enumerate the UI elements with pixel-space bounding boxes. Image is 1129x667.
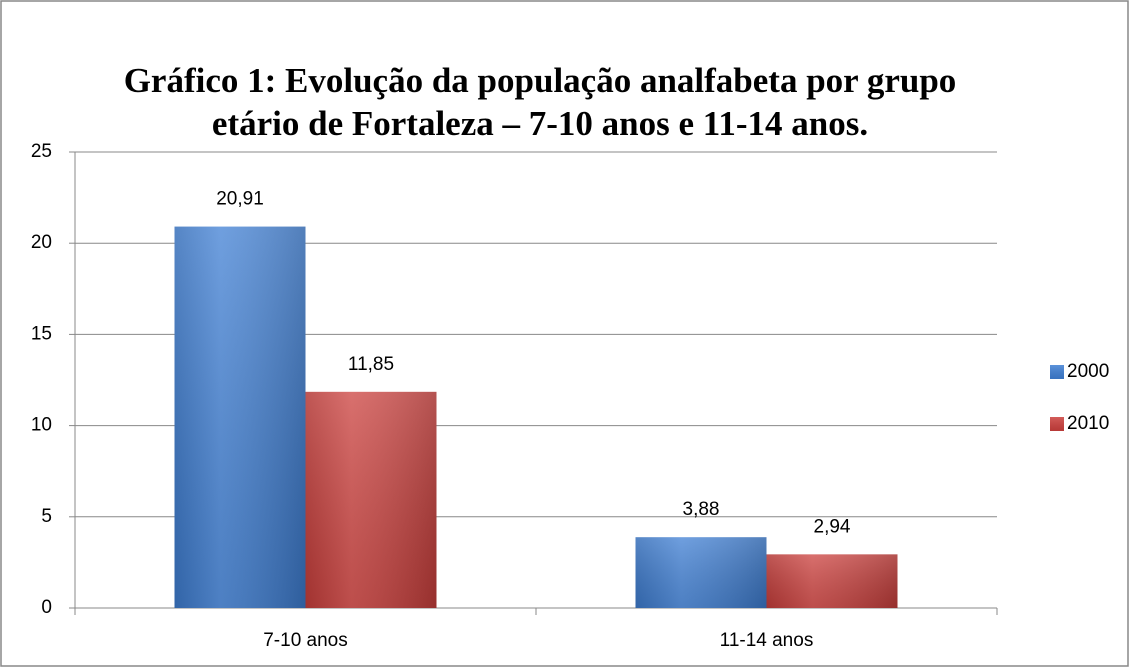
bar-shade [174, 226, 306, 608]
bar-shade [766, 554, 898, 608]
y-tick-label: 15 [31, 323, 52, 344]
legend-label: 2000 [1067, 361, 1109, 382]
y-tick-label: 5 [41, 506, 52, 527]
legend-swatch-shade [1050, 365, 1064, 379]
y-tick-label: 0 [41, 597, 52, 618]
data-label: 11,85 [348, 354, 394, 375]
y-tick-label: 10 [31, 415, 52, 436]
legend-label: 2010 [1067, 413, 1109, 434]
x-tick-label: 11-14 anos [720, 630, 814, 651]
bar-shade [635, 537, 767, 608]
legend-swatch-shade [1050, 417, 1064, 431]
data-label: 3,88 [683, 499, 720, 520]
chart-title: etário de Fortaleza – 7-10 anos e 11-14 … [212, 104, 868, 143]
chart-title: Gráfico 1: Evolução da população analfab… [124, 61, 957, 100]
y-tick-label: 25 [31, 141, 52, 162]
data-label: 20,91 [216, 189, 264, 210]
x-tick-label: 7-10 anos [263, 630, 348, 651]
bar-shade [305, 391, 437, 608]
y-tick-label: 20 [31, 232, 52, 253]
data-label: 2,94 [814, 516, 851, 537]
